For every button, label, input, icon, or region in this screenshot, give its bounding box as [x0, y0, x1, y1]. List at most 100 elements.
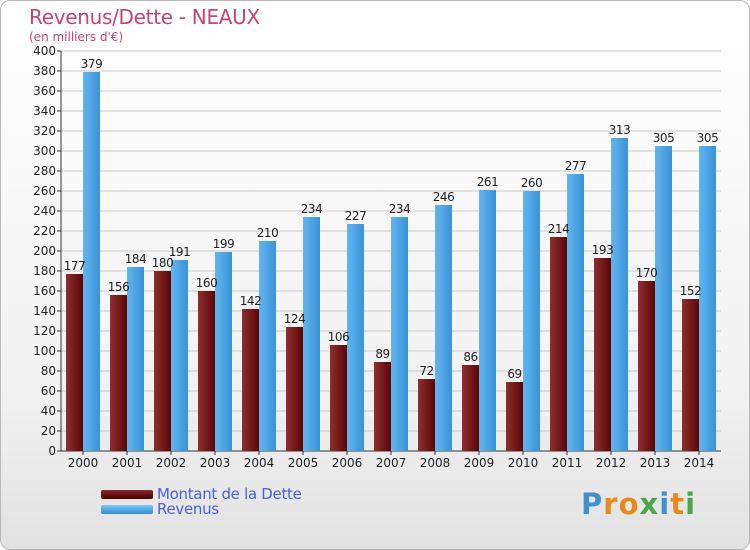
data-label: 234 [389, 202, 410, 216]
data-label: 106 [328, 330, 349, 344]
y-tick-label: 400 [33, 44, 56, 58]
x-tick-label: 2008 [420, 456, 451, 470]
data-label: 261 [477, 175, 498, 189]
bar-dette [462, 365, 479, 451]
bar-dette [682, 299, 699, 451]
data-label: 170 [636, 266, 657, 280]
bar-dette [550, 237, 567, 451]
bar-revenus [567, 174, 584, 451]
bar-dette [110, 295, 127, 451]
y-tick-label: 60 [41, 384, 56, 398]
x-tick-label: 2000 [68, 456, 99, 470]
x-tick-label: 2009 [464, 456, 495, 470]
y-tick-label: 0 [48, 444, 56, 458]
x-tick-label: 2004 [244, 456, 275, 470]
data-label: 193 [592, 243, 613, 257]
x-tick-label: 2005 [288, 456, 319, 470]
data-label: 89 [375, 347, 389, 361]
x-tick-label: 2014 [684, 456, 715, 470]
legend-label-debt: Montant de la Dette [157, 485, 302, 503]
y-tick-label: 300 [33, 144, 56, 158]
data-label: 86 [463, 350, 477, 364]
data-label: 142 [240, 294, 261, 308]
data-label: 180 [152, 256, 173, 270]
x-tick-label: 2003 [200, 456, 231, 470]
bar-revenus [479, 190, 496, 451]
bar-revenus [127, 267, 144, 451]
data-label: 156 [108, 280, 129, 294]
bar-revenus [83, 72, 100, 451]
data-label: 152 [680, 284, 701, 298]
data-label: 379 [81, 57, 102, 71]
bar-dette [154, 271, 171, 451]
y-tick-label: 20 [41, 424, 56, 438]
x-tick-label: 2001 [112, 456, 143, 470]
legend-swatch-debt [101, 490, 153, 499]
y-tick-label: 280 [33, 164, 56, 178]
data-label: 210 [257, 226, 278, 240]
y-tick-label: 160 [33, 284, 56, 298]
bar-dette [506, 382, 523, 451]
proxiti-logo: Proxiti [581, 487, 696, 521]
x-tick-label: 2007 [376, 456, 407, 470]
bar-revenus [655, 146, 672, 451]
bar-revenus [347, 224, 364, 451]
y-tick-label: 320 [33, 124, 56, 138]
chart-title: Revenus/Dette - NEAUX [29, 5, 260, 29]
bar-revenus [215, 252, 232, 451]
bar-revenus [611, 138, 628, 451]
y-tick-label: 220 [33, 224, 56, 238]
bar-dette [242, 309, 259, 451]
bar-revenus [435, 205, 452, 451]
logo-letter: x [639, 487, 660, 521]
logo-letter: o [618, 487, 640, 521]
y-tick-label: 200 [33, 244, 56, 258]
bar-revenus [523, 191, 540, 451]
y-tick-label: 360 [33, 84, 56, 98]
data-label: 72 [419, 364, 433, 378]
data-label: 313 [609, 123, 630, 137]
logo-letter: P [581, 487, 604, 521]
data-label: 184 [125, 252, 146, 266]
y-tick-label: 180 [33, 264, 56, 278]
x-tick-label: 2002 [156, 456, 187, 470]
y-tick-label: 40 [41, 404, 56, 418]
bar-revenus [303, 217, 320, 451]
bar-dette [198, 291, 215, 451]
logo-letter: r [603, 487, 619, 521]
bars [66, 72, 716, 451]
x-axis-ticks: 2000 2001 2002 2003 2004 2005 2006 2007 2008 2009… [68, 451, 715, 470]
y-tick-label: 100 [33, 344, 56, 358]
bar-dette [66, 274, 83, 451]
data-label: 69 [507, 367, 521, 381]
data-label: 177 [64, 259, 85, 273]
y-tick-label: 140 [33, 304, 56, 318]
y-tick-label: 240 [33, 204, 56, 218]
bar-revenus [259, 241, 276, 451]
logo-letter: t [670, 487, 686, 521]
x-tick-label: 2011 [552, 456, 583, 470]
data-label: 305 [653, 131, 674, 145]
logo-letter: i [685, 487, 697, 521]
bar-dette [638, 281, 655, 451]
bar-dette [374, 362, 391, 451]
bar-revenus [391, 217, 408, 451]
bar-revenus [171, 260, 188, 451]
bar-dette [418, 379, 435, 451]
y-tick-label: 380 [33, 64, 56, 78]
data-label: 191 [169, 245, 190, 259]
y-tick-label: 340 [33, 104, 56, 118]
bar-revenus [699, 146, 716, 451]
x-tick-label: 2012 [596, 456, 627, 470]
data-label: 305 [697, 131, 718, 145]
data-label: 277 [565, 159, 586, 173]
x-tick-label: 2013 [640, 456, 671, 470]
chart-subtitle: (en milliers d'€) [29, 30, 124, 44]
y-tick-label: 80 [41, 364, 56, 378]
data-label: 260 [521, 176, 542, 190]
bar-dette [594, 258, 611, 451]
bar-dette [330, 345, 347, 451]
bar-dette [286, 327, 303, 451]
